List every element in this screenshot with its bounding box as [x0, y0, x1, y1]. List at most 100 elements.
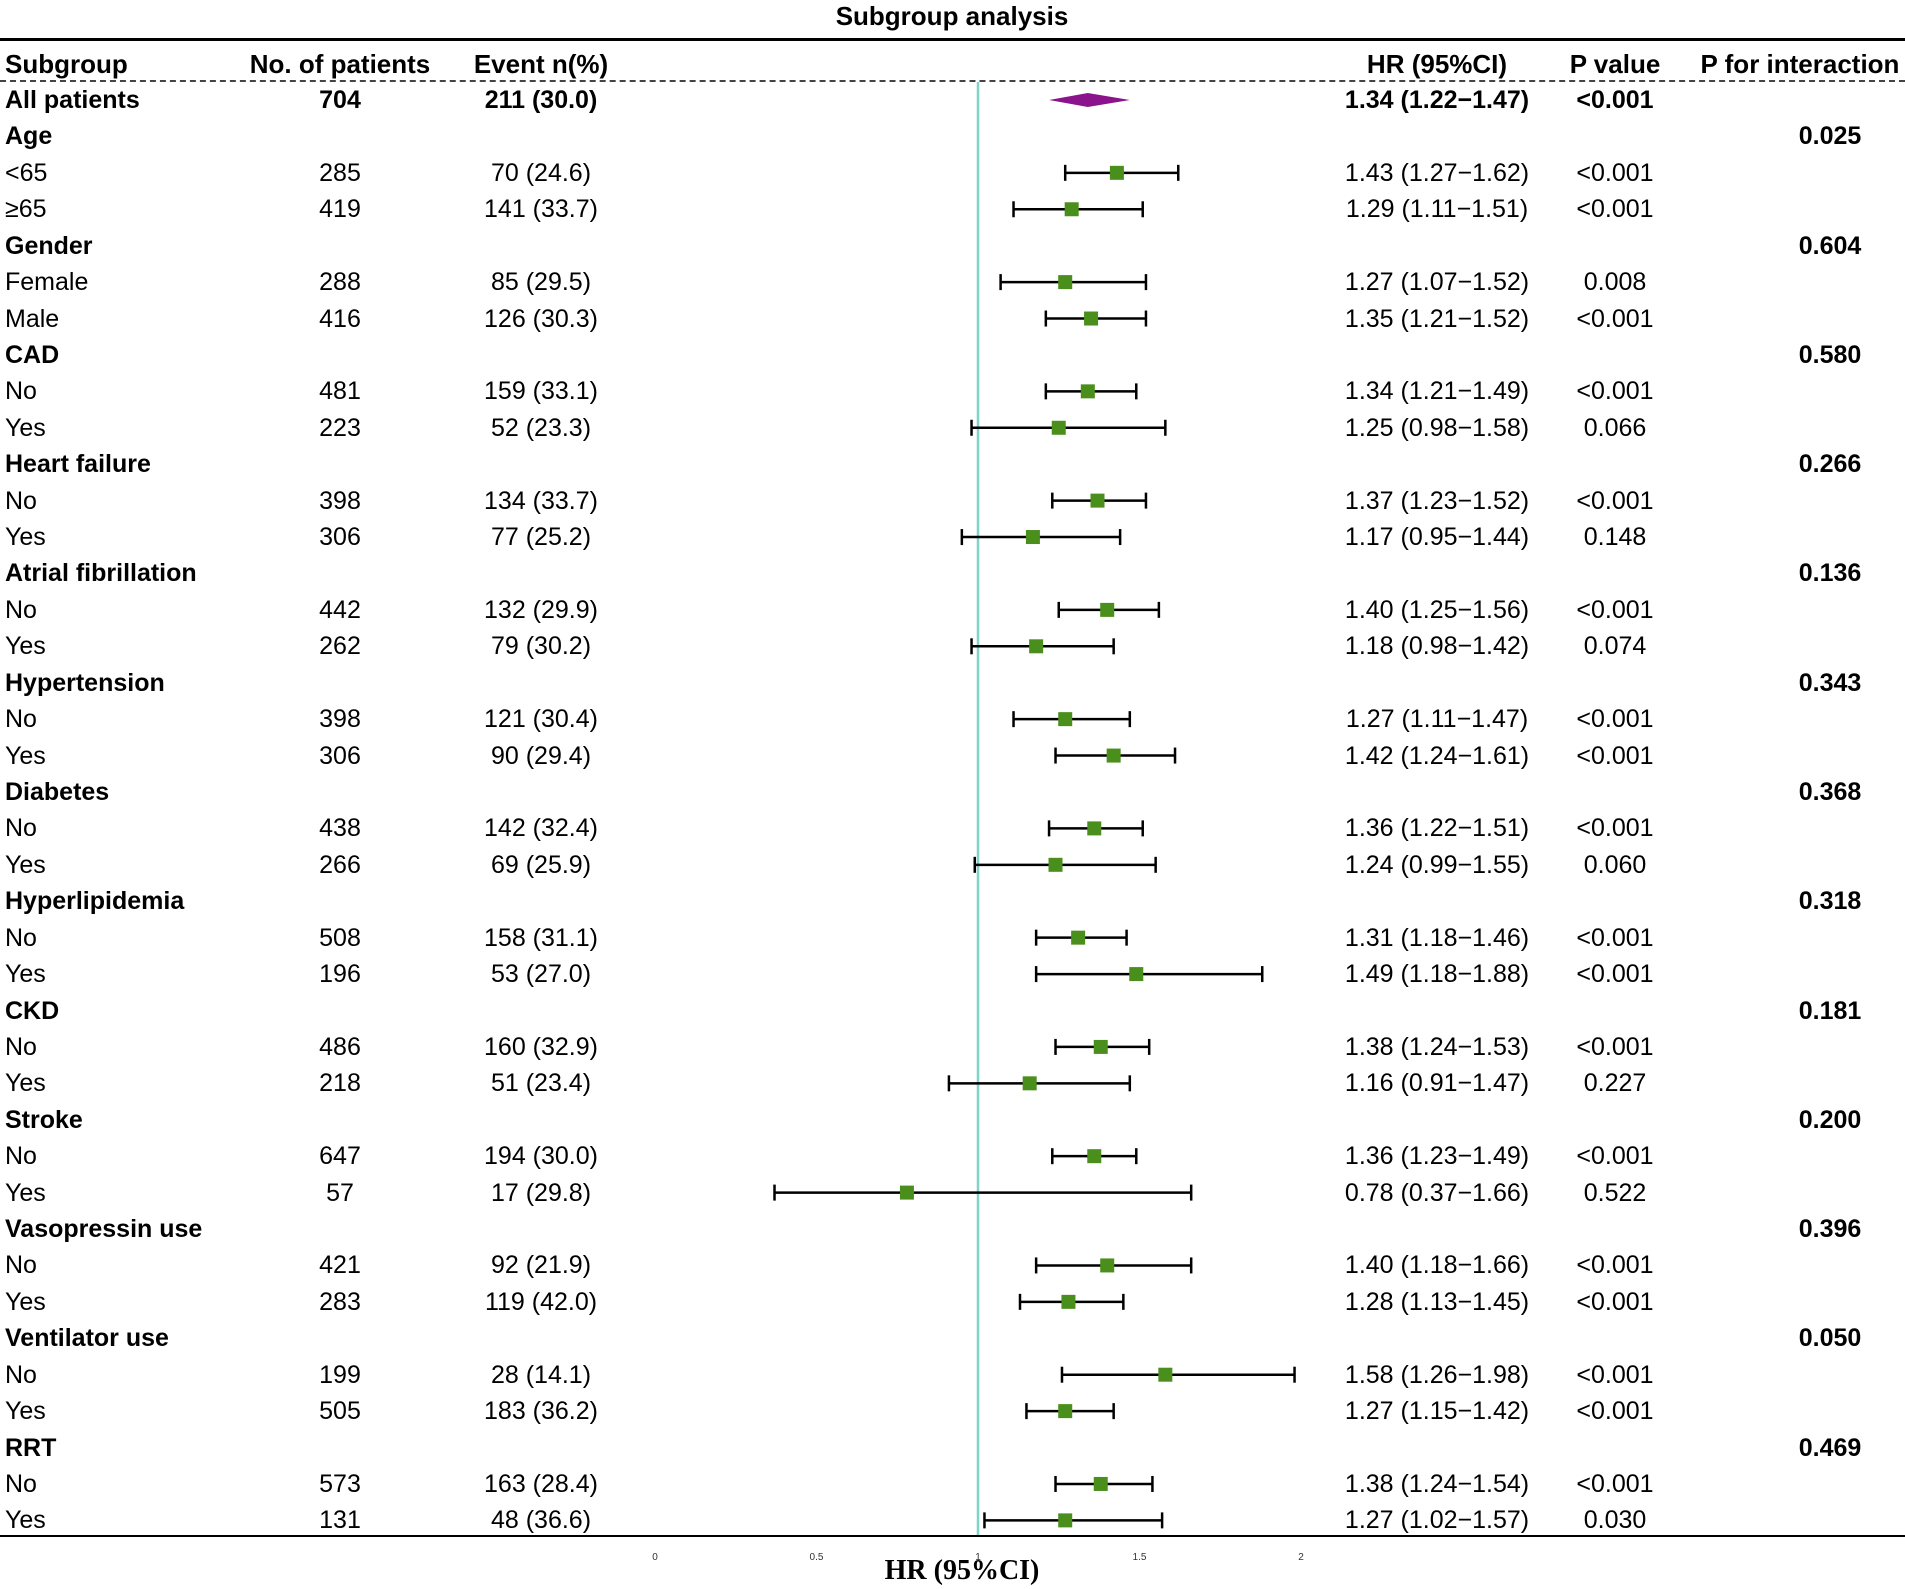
subgroup-label: No: [5, 705, 37, 734]
subgroup-label: No: [5, 1360, 37, 1389]
subgroup-label: No: [5, 1142, 37, 1171]
hr-ci-text: 1.34 (1.22−1.47): [1344, 86, 1530, 114]
group-label: Heart failure: [5, 450, 151, 479]
subgroup-label: No: [5, 377, 37, 406]
group-label: RRT: [5, 1433, 57, 1462]
group-label: CKD: [5, 996, 60, 1025]
patient-count: 419: [319, 195, 361, 224]
subgroup-label: Yes: [5, 1069, 46, 1098]
p-value: <0.001: [1576, 1287, 1654, 1316]
top-rule: [0, 38, 1905, 41]
hr-ci-text: 1.28 (1.13−1.45): [1344, 1287, 1530, 1316]
p-value: 0.148: [1583, 523, 1647, 552]
patient-count: 442: [319, 595, 361, 624]
hr-point: [1080, 384, 1095, 399]
hr-point: [1058, 1404, 1073, 1419]
hr-point: [1029, 639, 1044, 654]
p-value: <0.001: [1576, 377, 1654, 406]
p-value: <0.001: [1576, 158, 1654, 187]
x-tick-label: 0.5: [810, 1552, 824, 1563]
hr-point: [1158, 1367, 1173, 1382]
hr-point: [1048, 857, 1063, 872]
p-value: 0.066: [1583, 413, 1647, 442]
hr-point: [1087, 1149, 1102, 1164]
patient-count: 131: [319, 1506, 361, 1535]
p-value: 0.008: [1583, 268, 1647, 297]
p-value: <0.001: [1576, 960, 1654, 989]
patient-count: 288: [319, 268, 361, 297]
hr-point: [899, 1185, 914, 1200]
subgroup-label: No: [5, 1469, 37, 1498]
p-interaction: 0.368: [1798, 777, 1862, 806]
subgroup-label: Yes: [5, 523, 46, 552]
hr-ci-text: 1.43 (1.27−1.62): [1344, 158, 1530, 187]
hr-ci-text: 1.38 (1.24−1.54): [1344, 1469, 1530, 1498]
hr-point: [1058, 275, 1073, 290]
hr-point: [1064, 202, 1079, 217]
patient-count: 416: [319, 304, 361, 333]
patient-count: 57: [326, 1178, 354, 1207]
p-interaction: 0.396: [1798, 1215, 1862, 1244]
event-count: 121 (30.4): [484, 705, 598, 734]
group-label: Hyperlipidemia: [5, 887, 185, 916]
event-count: 79 (30.2): [490, 632, 592, 661]
hr-point: [1109, 165, 1124, 180]
event-count: 48 (36.6): [490, 1506, 592, 1535]
hr-ci-text: 0.78 (0.37−1.66): [1344, 1178, 1530, 1207]
hr-point: [1090, 493, 1105, 508]
event-count: 211 (30.0): [484, 86, 598, 114]
hr-point: [1022, 1076, 1037, 1091]
p-value: <0.001: [1576, 1032, 1654, 1061]
p-interaction: 0.050: [1798, 1324, 1862, 1353]
event-count: 28 (14.1): [490, 1360, 592, 1389]
group-label: Atrial fibrillation: [5, 559, 197, 588]
x-tick-label: 1: [975, 1552, 981, 1563]
p-value: 0.522: [1583, 1178, 1647, 1207]
event-count: 77 (25.2): [490, 523, 592, 552]
p-value: <0.001: [1576, 486, 1654, 515]
hr-ci-text: 1.27 (1.11−1.47): [1345, 705, 1529, 734]
hr-point: [1025, 530, 1040, 545]
patient-count: 196: [319, 960, 361, 989]
group-label: Ventilator use: [5, 1324, 169, 1353]
event-count: 69 (25.9): [490, 850, 592, 879]
hr-point: [1084, 311, 1099, 326]
hr-point: [1061, 1294, 1076, 1309]
p-value: 0.030: [1583, 1506, 1647, 1535]
event-count: 160 (32.9): [484, 1032, 598, 1061]
hr-ci-text: 1.35 (1.21−1.52): [1344, 304, 1530, 333]
patient-count: 306: [319, 741, 361, 770]
patient-count: 647: [319, 1142, 361, 1171]
event-count: 134 (33.7): [484, 486, 598, 515]
patient-count: 421: [319, 1251, 361, 1280]
group-label: Stroke: [5, 1105, 83, 1134]
hr-ci-text: 1.37 (1.23−1.52): [1344, 486, 1530, 515]
p-value: <0.001: [1576, 1360, 1654, 1389]
subgroup-label: No: [5, 486, 37, 515]
event-count: 51 (23.4): [490, 1069, 592, 1098]
x-axis-label: HR (95%CI): [884, 1555, 1040, 1586]
p-value: <0.001: [1576, 1142, 1654, 1171]
subgroup-label: Yes: [5, 960, 46, 989]
p-interaction: 0.318: [1798, 887, 1862, 916]
hr-ci-text: 1.31 (1.18−1.46): [1344, 923, 1530, 952]
subgroup-label: Yes: [5, 741, 46, 770]
p-interaction: 0.604: [1798, 231, 1862, 260]
bottom-rule: [0, 1535, 1905, 1537]
hr-ci-text: 1.17 (0.95−1.44): [1344, 523, 1530, 552]
subgroup-label: No: [5, 814, 37, 843]
patient-count: 508: [319, 923, 361, 952]
patient-count: 218: [319, 1069, 361, 1098]
hr-ci-text: 1.40 (1.18−1.66): [1344, 1251, 1530, 1280]
group-label: Hypertension: [5, 668, 165, 697]
event-count: 163 (28.4): [484, 1469, 598, 1498]
patient-count: 486: [319, 1032, 361, 1061]
p-interaction: 0.266: [1798, 450, 1862, 479]
patient-count: 438: [319, 814, 361, 843]
subgroup-label: No: [5, 1251, 37, 1280]
p-value: <0.001: [1576, 741, 1654, 770]
group-label: CAD: [5, 340, 60, 369]
event-count: 53 (27.0): [490, 960, 592, 989]
p-interaction: 0.025: [1798, 122, 1862, 151]
